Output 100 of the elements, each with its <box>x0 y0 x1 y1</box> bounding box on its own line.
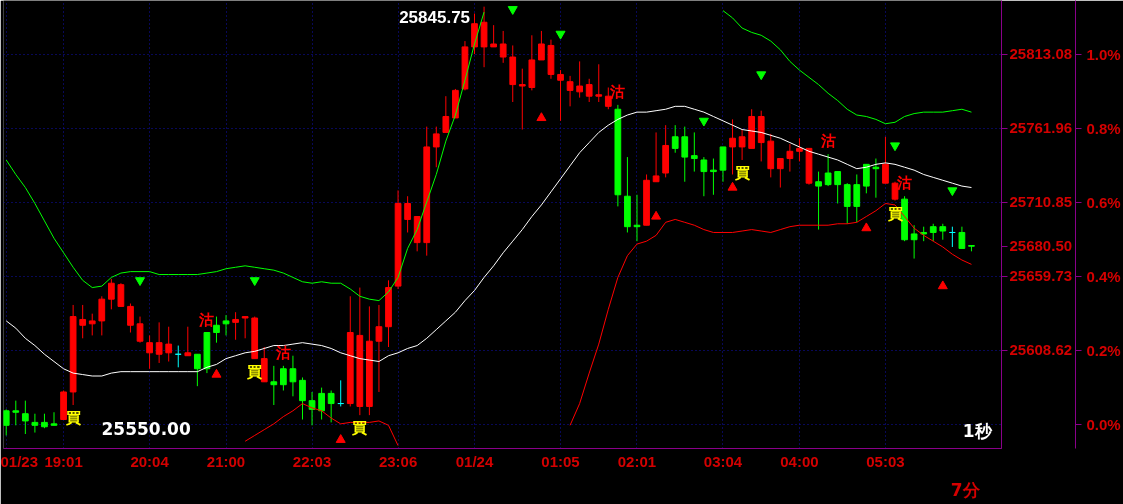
x-tick-label: 19:01 <box>44 452 83 470</box>
candlestick <box>834 171 842 204</box>
candlestick <box>127 303 134 334</box>
candlestick <box>681 126 689 183</box>
candlestick <box>843 182 851 225</box>
candlestick <box>155 321 163 364</box>
candlestick <box>652 131 660 183</box>
candlestick <box>566 75 574 107</box>
candlestick <box>824 153 832 187</box>
annotation: 沽 <box>274 343 291 362</box>
annotation: 1秒 <box>962 420 993 441</box>
x-tick-label: 05:03 <box>866 452 905 470</box>
candlestick <box>222 314 230 336</box>
candlestick <box>432 126 440 168</box>
x-tick-label: 01/23 <box>0 452 39 470</box>
candlestick <box>796 137 803 162</box>
candlestick <box>910 224 918 260</box>
annotation: 買 <box>351 419 368 438</box>
candlestick <box>815 171 822 231</box>
annotation: 沽 <box>896 174 913 193</box>
y-tick-label: 25761.96 <box>1009 119 1073 137</box>
candlestick <box>88 313 96 336</box>
candlestick <box>260 346 268 383</box>
candlestick <box>490 24 497 48</box>
candlestick <box>280 365 287 392</box>
candlestick <box>710 158 717 196</box>
candlestick <box>213 316 220 344</box>
candlestick <box>891 181 899 202</box>
x-tick-label: 01/24 <box>455 452 494 470</box>
y2-tick-label: 1.0% <box>1086 45 1121 63</box>
candlestick <box>3 408 10 436</box>
annotation: 25845.75 <box>399 7 471 27</box>
x-tick-label: 22:03 <box>292 452 332 470</box>
annotation: 25550.00 <box>101 418 191 439</box>
annotation: 沽 <box>819 132 836 151</box>
annotation: 沽 <box>609 82 626 101</box>
candlestick <box>557 69 564 122</box>
annotation: 買 <box>64 409 81 427</box>
candlestick <box>604 86 612 110</box>
candlestick <box>729 118 736 175</box>
candlestick <box>299 376 306 420</box>
x-tick-label: 02:01 <box>617 452 657 470</box>
candlestick <box>12 400 20 426</box>
candlestick <box>194 353 201 387</box>
y2-tick-label: 0.2% <box>1086 341 1121 359</box>
y-tick-label: 25659.73 <box>1009 267 1073 285</box>
candlestick <box>776 158 784 189</box>
candlestick <box>518 68 526 131</box>
candlestick <box>184 326 192 357</box>
candlestick <box>576 60 583 99</box>
candlestick <box>50 411 58 426</box>
candlestick <box>270 365 278 406</box>
candlestick <box>136 316 144 344</box>
annotation: 沽 <box>198 310 215 329</box>
candlestick <box>318 387 325 420</box>
x-tick-label: 01:05 <box>541 452 580 470</box>
y-tick-label: 25813.08 <box>1009 45 1073 63</box>
x-tick-label: 03:04 <box>703 452 743 470</box>
candlestick <box>719 146 727 183</box>
x-tick-label: 21:00 <box>206 452 246 470</box>
candlestick <box>853 173 861 223</box>
candlestick <box>671 124 679 154</box>
candlestick <box>958 226 966 249</box>
candlestick <box>442 95 450 133</box>
y2-tick-label: 0.6% <box>1086 193 1121 211</box>
candlestick <box>232 311 239 341</box>
y2-tick-label: 0.4% <box>1086 267 1121 285</box>
y-tick-label: 25608.62 <box>1009 341 1073 359</box>
text: 7分 <box>950 479 981 500</box>
x-tick-label: 20:04 <box>130 452 170 470</box>
candlestick <box>165 326 173 363</box>
candlestick <box>786 143 794 173</box>
candlestick <box>308 391 316 426</box>
y2-tick-label: 0.8% <box>1086 119 1121 137</box>
candlestick <box>98 295 106 336</box>
y-tick-label: 25710.85 <box>1009 193 1073 211</box>
candlestick <box>595 63 603 103</box>
y-tick-label: 25680.50 <box>1009 237 1073 255</box>
candlestick <box>862 163 870 194</box>
candlestick <box>633 194 641 242</box>
y2-tick-label: 0.0% <box>1086 416 1121 434</box>
candlestick <box>738 129 746 161</box>
candlestick <box>31 413 39 434</box>
candlestick <box>690 131 698 173</box>
candlestick <box>107 278 115 310</box>
x-tick-label: 23:06 <box>378 452 418 470</box>
annotation: 買 <box>733 163 750 182</box>
candlestick <box>241 316 249 339</box>
candlestick <box>289 355 297 397</box>
candlestick <box>327 390 335 423</box>
candlestick <box>21 400 29 435</box>
candlestick <box>146 334 153 370</box>
candlestick <box>872 158 880 199</box>
candlestick <box>538 30 545 61</box>
x-tick-label: 04:00 <box>780 452 819 470</box>
candlestick <box>117 282 125 307</box>
candlestick <box>404 195 411 233</box>
candlestick <box>700 156 708 197</box>
candlestick <box>585 78 593 103</box>
candlestick <box>375 304 383 393</box>
